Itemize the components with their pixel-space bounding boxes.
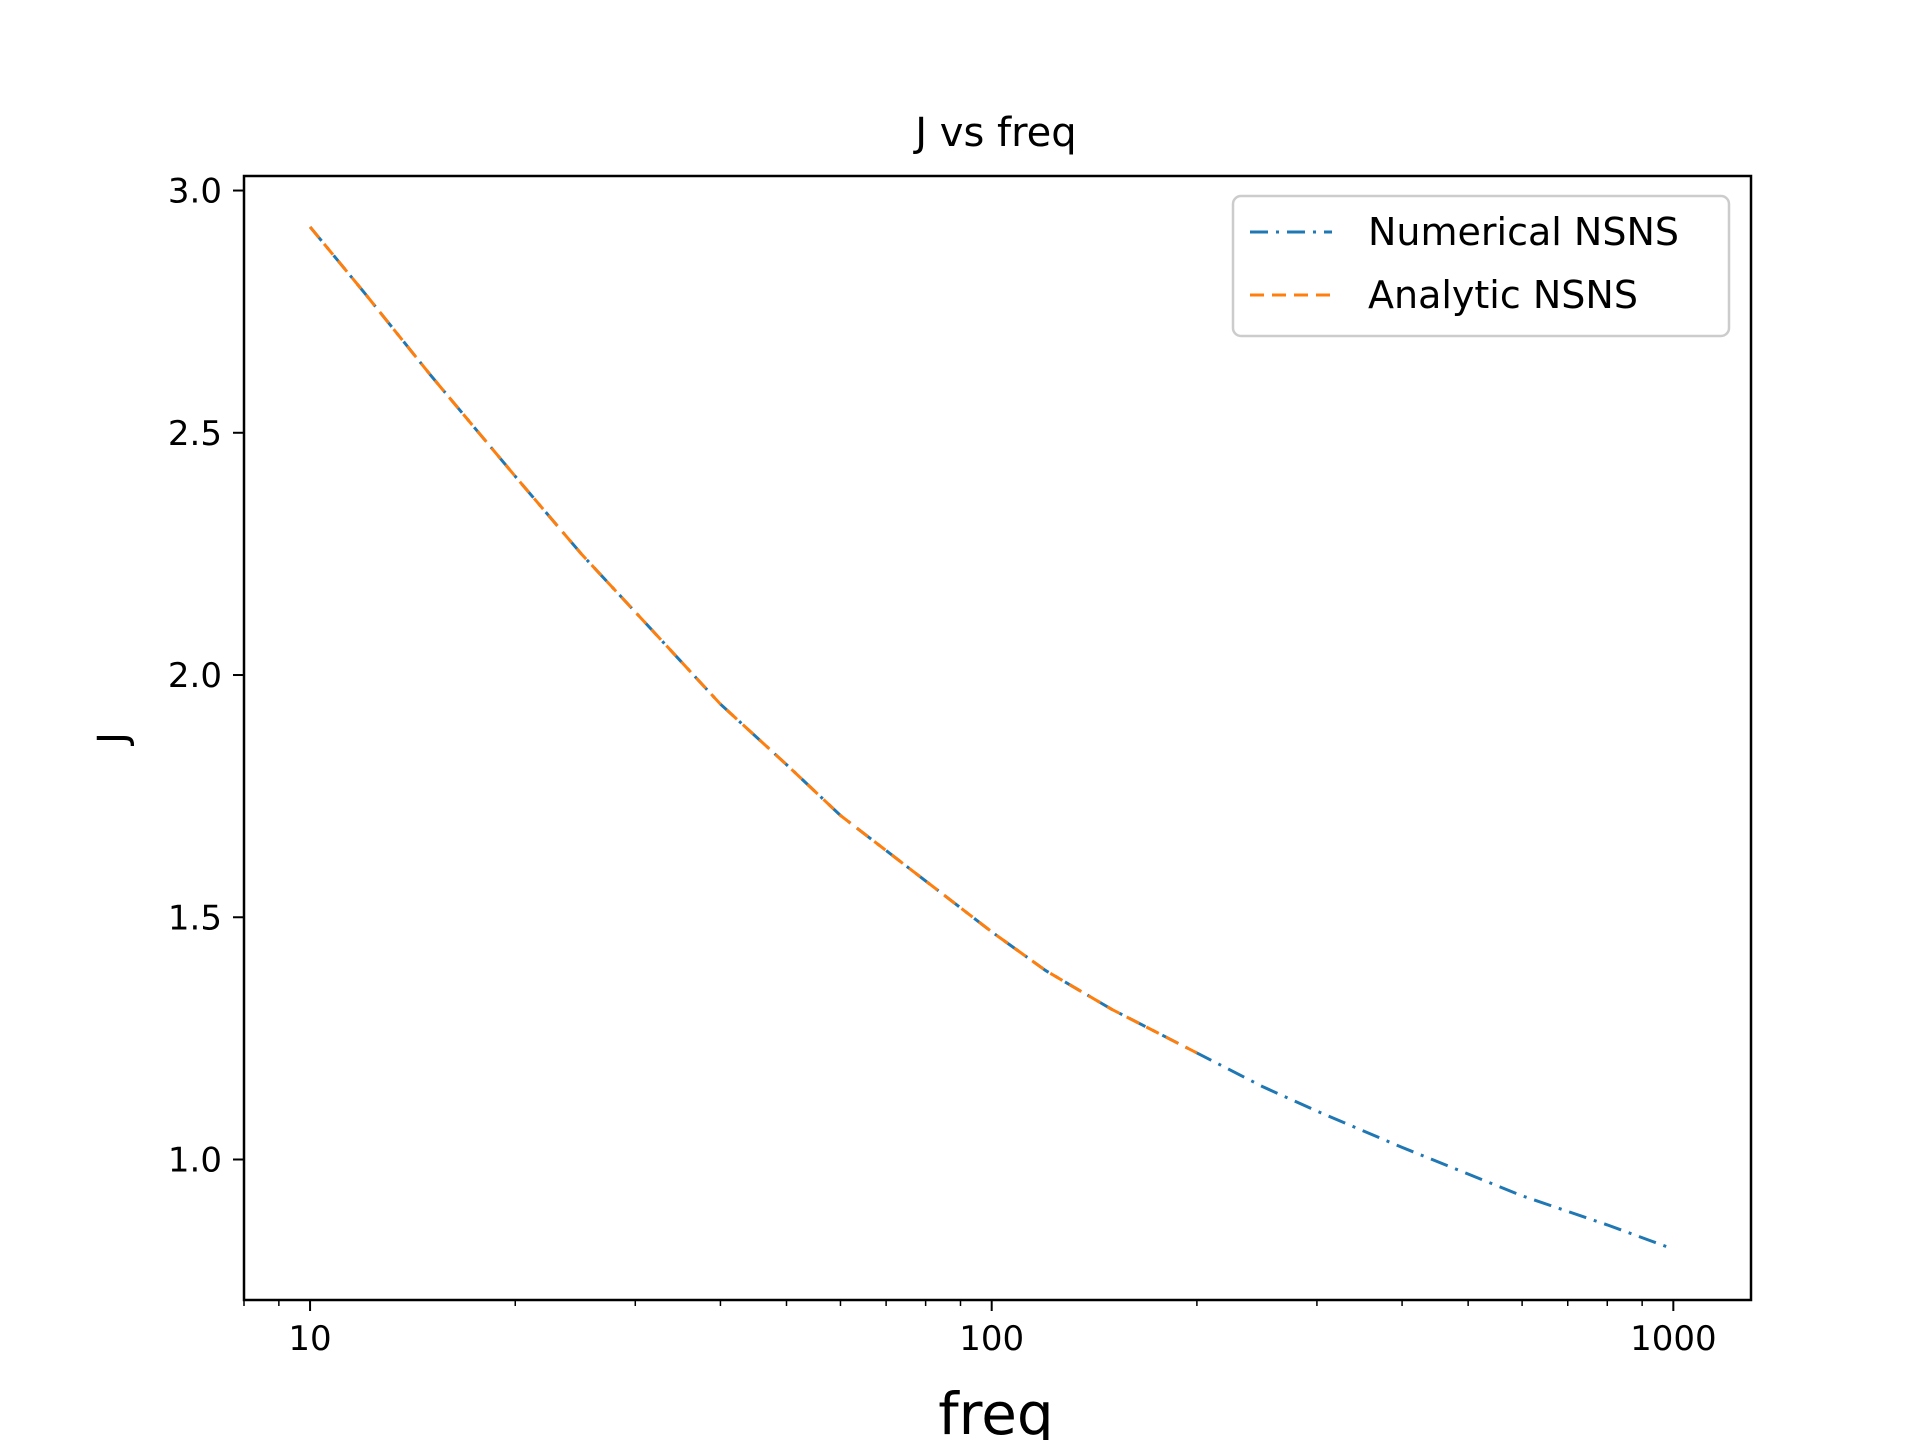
x-tick-label-2: 1000 (1630, 1319, 1717, 1359)
y-tick-label-4: 3.0 (168, 172, 222, 212)
y-tick-label-3: 2.5 (168, 414, 222, 454)
series-line-1 (308, 225, 1198, 1055)
plot-frame (242, 174, 1753, 1302)
y-tick-label-1: 1.5 (168, 898, 222, 938)
legend: Numerical NSNS Analytic NSNS (1231, 194, 1731, 338)
legend-box (1231, 194, 1731, 338)
legend-label-analytic: Analytic NSNS (1368, 273, 1638, 317)
series-layer (308, 225, 1674, 1251)
x-axis-label: freq (938, 1380, 1054, 1440)
x-tick-label-0: 10 (288, 1319, 331, 1359)
y-tick-label-2: 2.0 (168, 656, 222, 696)
legend-label-numerical: Numerical NSNS (1368, 210, 1679, 254)
series-line-0 (308, 225, 1674, 1251)
chart-title: J vs freq (912, 110, 1076, 156)
tick-layer: 10 100 1000 1.0 1.5 2.0 2.5 3.0 (168, 172, 1717, 1359)
y-axis-label: J (90, 732, 136, 747)
y-tick-label-0: 1.0 (168, 1141, 222, 1181)
x-tick-label-1: 100 (959, 1319, 1024, 1359)
